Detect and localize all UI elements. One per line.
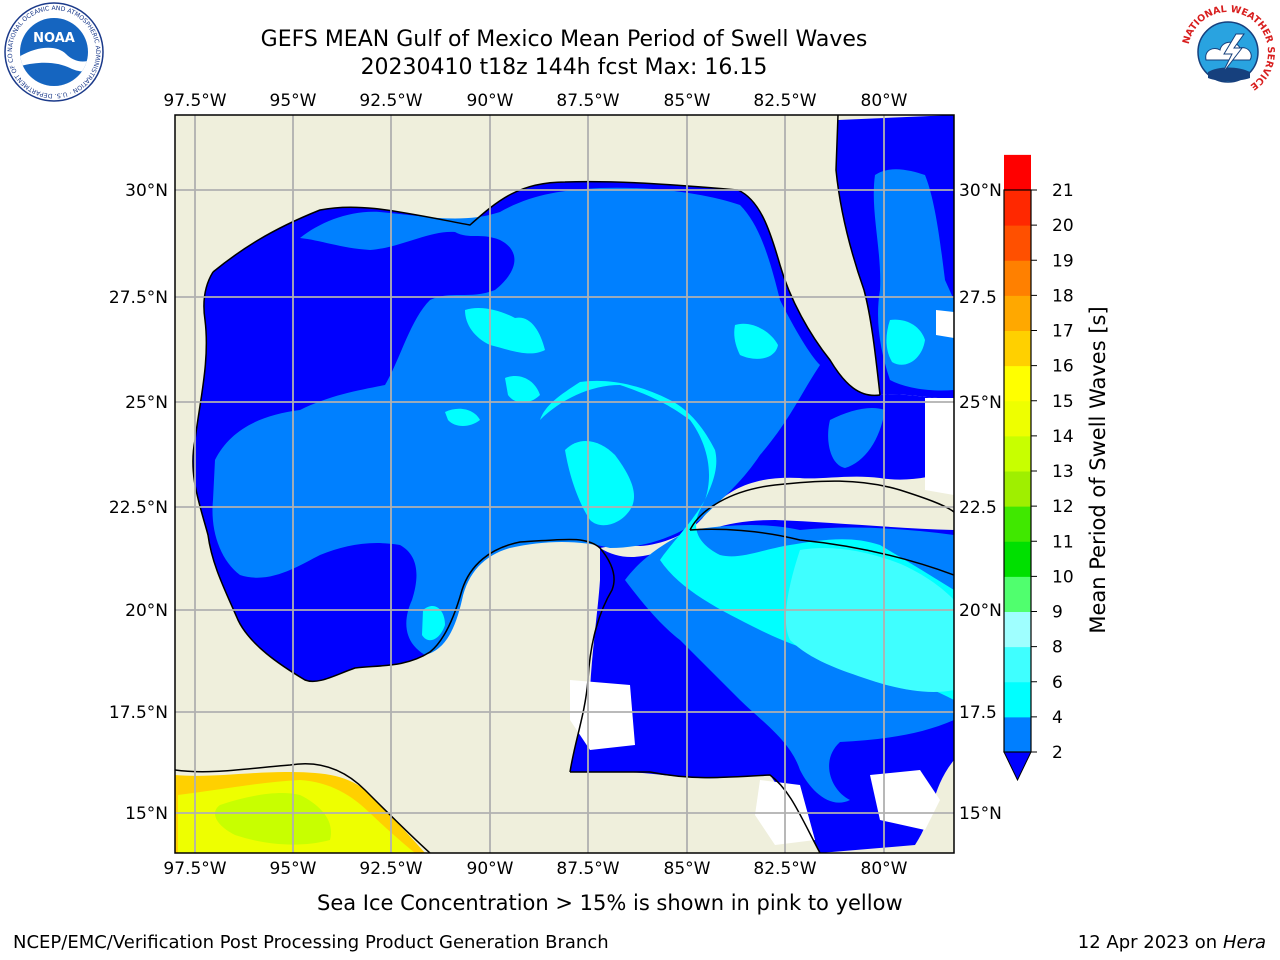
- coastline: [175, 763, 431, 853]
- colorbar-tick-label: 21: [1052, 181, 1074, 201]
- lon-tick-label-top: 82.5°W: [753, 91, 816, 111]
- lon-tick-label-bottom: 90°W: [467, 859, 514, 879]
- colorbar-tick-label: 18: [1052, 286, 1074, 306]
- colorbar-band: [1004, 541, 1031, 577]
- lat-tick-label-right: 25°N: [959, 393, 1002, 413]
- footer-host: Hera: [1222, 932, 1266, 953]
- chart-title: GEFS MEAN Gulf of Mexico Mean Period of …: [260, 27, 868, 52]
- lon-tick-label-top: 97.5°W: [163, 91, 226, 111]
- colorbar-label: Mean Period of Swell Waves [s]: [1086, 306, 1110, 634]
- noaa-logo-text: NOAA: [33, 31, 75, 46]
- colorbar-band: [1004, 435, 1031, 472]
- swell-zone-light-cyan: [785, 548, 954, 692]
- lon-tick-label-bottom: 85°W: [664, 859, 711, 879]
- lat-tick-label-right: 17.5: [959, 703, 997, 723]
- swell-patch-cyan: [734, 323, 778, 359]
- swell-patch-cyan: [886, 319, 925, 365]
- colorbar-band: [1004, 646, 1031, 683]
- swell-zone-medium: [212, 187, 820, 656]
- swell-patch-cyan: [465, 307, 545, 354]
- coastline: [689, 528, 954, 576]
- noaa-logo-icon: NATIONAL OCEANIC AND ATMOSPHERIC ADMINIS…: [4, 2, 104, 102]
- swell-patch-cyan: [445, 408, 480, 426]
- coastline: [570, 771, 821, 853]
- map-frame: [174, 114, 955, 854]
- colorbar-band: [1004, 400, 1031, 437]
- colorbar-band: [1004, 506, 1031, 542]
- colorbar-band: [1004, 154, 1031, 191]
- lon-tick-label-top: 80°W: [861, 91, 908, 111]
- nws-logo-icon: NATIONAL WEATHER SERVICE: [1180, 4, 1276, 100]
- sea-ice-caption: Sea Ice Concentration > 15% is shown in …: [317, 891, 903, 915]
- colorbar-band: [1004, 260, 1031, 296]
- colorbar-band: [1004, 330, 1031, 367]
- colorbar-band: [1004, 611, 1031, 648]
- lon-tick-label-top: 85°W: [664, 91, 711, 111]
- lat-tick-label-right: 22.5: [959, 498, 997, 518]
- colorbar-band: [1004, 295, 1031, 331]
- lat-tick-label-left: 17.5°N: [109, 703, 168, 723]
- lon-tick-label-bottom: 95°W: [270, 859, 317, 879]
- colorbar-band: [1004, 716, 1031, 753]
- lon-tick-label-bottom: 97.5°W: [163, 859, 226, 879]
- lat-tick-label-left: 15°N: [125, 804, 168, 824]
- lat-tick-label-left: 27.5°N: [109, 288, 168, 308]
- lat-tick-label-left: 30°N: [125, 181, 168, 201]
- footer-credit: NCEP/EMC/Verification Post Processing Pr…: [13, 932, 609, 953]
- coastline: [212, 180, 881, 397]
- lon-tick-label-top: 92.5°W: [359, 91, 422, 111]
- colorbar-tick-label: 13: [1052, 462, 1074, 482]
- footer-date: 12 Apr 2023 on Hera: [1078, 932, 1266, 953]
- lon-tick-label-top: 87.5°W: [556, 91, 619, 111]
- colorbar-tick-label: 4: [1052, 708, 1063, 728]
- sea-ice-patch-green: [215, 793, 331, 845]
- lon-tick-label-bottom: 92.5°W: [359, 859, 422, 879]
- coastline: [689, 480, 954, 531]
- footer-date-text: 12 Apr 2023 on: [1077, 932, 1223, 953]
- colorbar-extend-arrow: [1003, 751, 1032, 782]
- swell-zone-cyan-yucatan: [565, 440, 635, 526]
- lat-tick-label-left: 22.5°N: [109, 498, 168, 518]
- lat-tick-label-left: 20°N: [125, 601, 168, 621]
- colorbar-tick-label: 12: [1052, 497, 1074, 517]
- colorbar-tick-label: 10: [1052, 567, 1074, 587]
- colorbar-tick-label: 14: [1052, 427, 1074, 447]
- colorbar-tick-label: 20: [1052, 216, 1074, 236]
- swell-patch-cyan: [505, 375, 540, 403]
- colorbar-tick-label: 17: [1052, 322, 1074, 342]
- colorbar-tick-label: 9: [1052, 603, 1063, 623]
- colorbar-tick-label: 16: [1052, 357, 1074, 377]
- lat-tick-label-right: 20°N: [959, 601, 1002, 621]
- colorbar-band: [1004, 681, 1031, 718]
- no-data-patch: [870, 770, 940, 830]
- colorbar-band: [1004, 576, 1031, 612]
- colorbar-tick-label: 2: [1052, 743, 1063, 763]
- lon-tick-label-top: 90°W: [467, 91, 514, 111]
- coastline: [835, 115, 881, 396]
- colorbar-tick-label: 8: [1052, 638, 1063, 658]
- colorbar-band: [1004, 471, 1031, 507]
- chart-subtitle: 20230410 t18z 144h fcst Max: 16.15: [360, 55, 768, 80]
- colorbar-tick-label: 6: [1052, 673, 1063, 693]
- swell-zone-medium-straits: [828, 408, 885, 468]
- lon-tick-label-bottom: 87.5°W: [556, 859, 619, 879]
- colorbar-tick-label: 15: [1052, 392, 1074, 412]
- lon-tick-label-bottom: 80°W: [861, 859, 908, 879]
- lat-tick-label-right: 15°N: [959, 804, 1002, 824]
- colorbar-band: [1004, 190, 1031, 226]
- colorbar-band: [1004, 365, 1031, 402]
- lat-tick-label-right: 27.5: [959, 288, 997, 308]
- no-data-patch: [936, 310, 954, 338]
- lat-tick-label-left: 25°N: [125, 393, 168, 413]
- lon-tick-label-top: 95°W: [270, 91, 317, 111]
- colorbar-band: [1004, 225, 1031, 261]
- lon-tick-label-bottom: 82.5°W: [753, 859, 816, 879]
- lat-tick-label-right: 30°N: [959, 181, 1002, 201]
- swell-patch-cyan: [422, 605, 445, 641]
- map-layers: [175, 115, 954, 853]
- colorbar-tick-label: 19: [1052, 251, 1074, 271]
- colorbar-tick-label: 11: [1052, 532, 1074, 552]
- no-data-patch: [925, 398, 954, 495]
